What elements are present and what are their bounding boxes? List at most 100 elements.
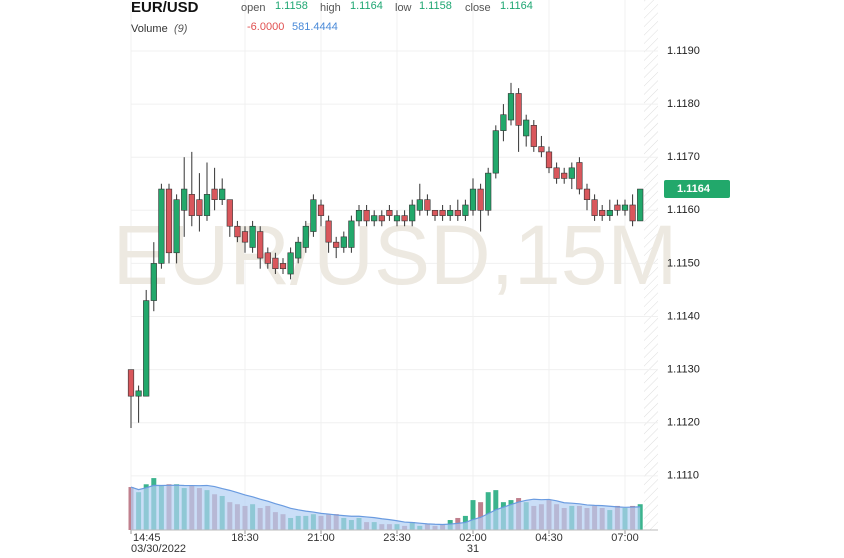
candle-body: [181, 188, 188, 211]
candle-body: [249, 225, 256, 248]
candle-body: [401, 215, 408, 222]
candle-body: [530, 125, 537, 147]
candle-body: [272, 257, 279, 270]
x-tick-label: 02:00: [459, 532, 487, 544]
x-tick-label: 04:30: [535, 532, 563, 544]
volume-change: -6.0000: [247, 21, 284, 33]
x-tick-label: 18:30: [231, 532, 259, 544]
candle-body: [234, 225, 241, 238]
candle-body: [143, 300, 150, 397]
candle-body: [165, 188, 173, 254]
future-zone: [644, 0, 658, 530]
symbol: EUR/USD: [131, 0, 199, 16]
x-tick-label: 23:30: [383, 532, 411, 544]
candle-body: [416, 199, 423, 211]
candle-body: [188, 194, 195, 216]
candle-body: [386, 210, 393, 216]
x-date-label: 03/30/2022: [131, 543, 186, 555]
last-price-tag: [664, 180, 730, 199]
watermark: EUR/USD,15M: [113, 208, 678, 302]
x-date-label: 31: [467, 543, 479, 555]
high-label: high: [320, 2, 341, 14]
candle-body: [173, 199, 180, 254]
high-value: 1.1164: [350, 0, 383, 12]
candle-body: [409, 204, 416, 222]
candle-body: [553, 167, 560, 179]
candle-body: [637, 188, 644, 222]
volume-ma-line: [130, 484, 641, 526]
candle-body: [523, 119, 530, 137]
candle-body: [614, 204, 621, 211]
candle-body: [310, 199, 317, 232]
candle-body: [469, 188, 477, 211]
candle-body: [454, 210, 461, 216]
candle-body: [135, 390, 142, 397]
y-tick-label: 1.1150: [667, 257, 700, 269]
candle-body: [583, 188, 591, 200]
candle-body: [393, 215, 401, 222]
candle-body: [363, 210, 370, 222]
candle-body: [340, 236, 347, 248]
candle-body: [257, 231, 264, 259]
candle-body: [561, 172, 568, 179]
candle-body: [325, 220, 332, 243]
low-label: low: [395, 2, 412, 14]
axes: 1.1110 1.1120 1.1130 1.1140 1.1150 1.1160 1.11…: [130, 45, 730, 555]
candle-body: [211, 188, 218, 200]
y-tick-label: 1.1130: [667, 364, 700, 376]
y-tick-label: 1.1120: [667, 417, 700, 429]
candle-body: [241, 231, 249, 243]
candles: [127, 82, 644, 429]
candle-body: [158, 188, 165, 264]
volume-ma-area: [131, 485, 641, 530]
candle-body: [439, 210, 446, 216]
close-value: 1.1164: [500, 0, 533, 12]
candle-body: [629, 204, 636, 222]
candle-body: [591, 199, 598, 216]
volume-bar: [478, 502, 484, 530]
candle-body: [264, 252, 271, 264]
open-value: 1.1158: [275, 0, 308, 12]
volume-period: (9): [174, 23, 188, 35]
candle-body: [545, 151, 553, 169]
candle-body: [226, 199, 233, 227]
grid: [130, 0, 658, 530]
volume-bar: [470, 500, 476, 530]
x-tick-label: 21:00: [307, 532, 335, 544]
candle-body: [447, 210, 454, 216]
candle-body: [621, 204, 629, 211]
low-value: 1.1158: [419, 0, 452, 12]
y-tick-label: 1.1160: [667, 204, 700, 216]
candle-body: [424, 199, 431, 211]
volume-bar: [485, 492, 491, 530]
candle-body: [507, 93, 515, 121]
candle-body: [538, 146, 545, 153]
last-price-label: 1.1164: [677, 183, 711, 195]
y-tick-label: 1.1140: [667, 310, 700, 322]
candle-body: [196, 199, 203, 216]
candle-body: [371, 215, 378, 222]
candle-body: [431, 210, 439, 216]
volume-pane: [128, 478, 643, 530]
y-tick-label: 1.1170: [667, 151, 700, 163]
candle-body: [568, 167, 575, 179]
x-tick-label: 14:45: [133, 532, 161, 544]
candle-body: [462, 204, 469, 216]
x-tick-label: 07:00: [611, 532, 639, 544]
candle-body: [378, 215, 385, 222]
candle-body: [150, 263, 157, 301]
volume-label: Volume: [131, 23, 168, 35]
candle-body: [515, 93, 522, 126]
header: EUR/USD open 1.1158 high 1.1164 low 1.11…: [131, 0, 533, 35]
candle-body: [287, 252, 294, 275]
candle-body: [500, 114, 507, 131]
volume-ma: 581.4444: [292, 21, 338, 33]
candle-body: [355, 210, 363, 222]
y-tick-label: 1.1180: [667, 98, 700, 110]
candle-body: [295, 241, 302, 259]
candle-body: [492, 130, 499, 174]
candle-body: [485, 172, 492, 211]
open-label: open: [241, 2, 265, 14]
candle-body: [279, 263, 287, 270]
